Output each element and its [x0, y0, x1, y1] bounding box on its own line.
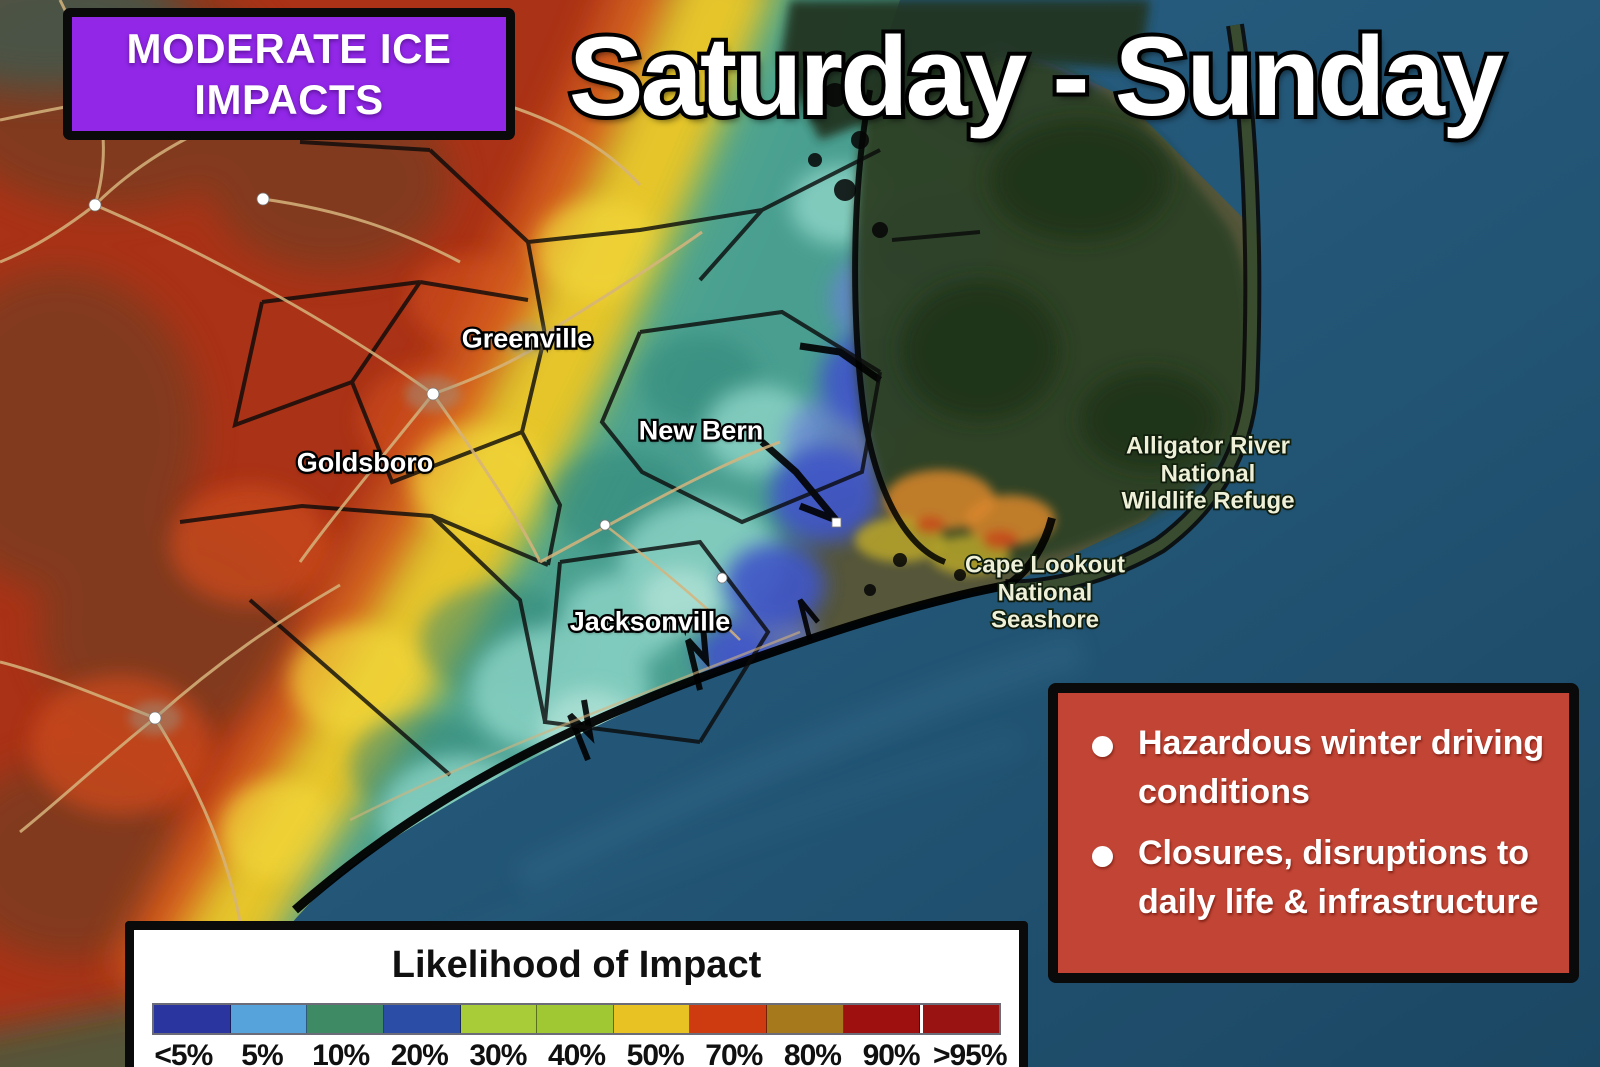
legend-box: Likelihood of Impact <5% 5% 10% 20% 30% 40% 50… — [125, 921, 1028, 1067]
county-lines — [179, 140, 981, 777]
legend-color-swatch — [767, 1005, 844, 1033]
legend-color-swatch — [307, 1005, 384, 1033]
city-dots — [88, 192, 842, 735]
impact-level-banner-label: MODERATE ICE IMPACTS — [126, 24, 452, 123]
legend-label: >95% — [932, 1039, 1008, 1067]
legend-color-swatch — [154, 1005, 231, 1033]
legend-color-swatch — [460, 1005, 538, 1033]
legend-title: Likelihood of Impact — [391, 944, 762, 986]
impacts-callout-box: Hazardous winter driving conditions Clos… — [1048, 683, 1579, 983]
bullet-icon — [1092, 736, 1113, 757]
city-label-jacksonville: Jacksonville — [567, 604, 732, 639]
page-title: Saturday - Sunday — [565, 10, 1508, 143]
legend-label: 80% — [783, 1039, 842, 1067]
legend-color-swatch — [537, 1005, 614, 1033]
impact-level-banner: MODERATE ICE IMPACTS — [63, 8, 515, 140]
coastline — [292, 83, 1056, 914]
legend-color-swatch — [690, 1005, 768, 1033]
outer-banks-region — [780, 0, 1262, 598]
legend-label: 20% — [390, 1039, 449, 1067]
impacts-list-item: Hazardous winter driving conditions — [1082, 719, 1551, 817]
bullet-icon — [1092, 845, 1113, 867]
city-label-greenville: Greenville — [459, 321, 594, 356]
city-label-new-bern: New Bern — [636, 413, 765, 448]
legend-colorbar — [152, 1003, 1001, 1035]
legend-label: 40% — [548, 1039, 606, 1067]
legend-color-swatch — [920, 1005, 1000, 1033]
legend-color-swatch — [613, 1005, 691, 1033]
legend-label: 70% — [705, 1039, 763, 1067]
impacts-list: Hazardous winter driving conditions Clos… — [1082, 719, 1551, 927]
legend-color-swatch — [230, 1005, 308, 1033]
legend-labels: <5% 5% 10% 20% 30% 40% 50% 70% 80% 90% >95% — [144, 1039, 1009, 1067]
place-label-cape-lookout: Cape Lookout National Seashore — [963, 550, 1127, 636]
legend-color-swatch — [843, 1005, 921, 1033]
legend-label: 5% — [241, 1039, 283, 1067]
impacts-list-item: Closures, disruptions to daily life & in… — [1082, 829, 1551, 927]
legend-label: 10% — [312, 1039, 370, 1067]
legend-color-swatch — [383, 1005, 461, 1033]
city-label-goldsboro: Goldsboro — [295, 445, 436, 480]
legend-label: 90% — [862, 1039, 921, 1067]
legend-label: 30% — [469, 1039, 527, 1067]
place-label-alligator-river: Alligator River National Wildlife Refuge — [1120, 431, 1297, 517]
legend-label: 50% — [626, 1039, 685, 1067]
legend-label: <5% — [154, 1039, 213, 1067]
